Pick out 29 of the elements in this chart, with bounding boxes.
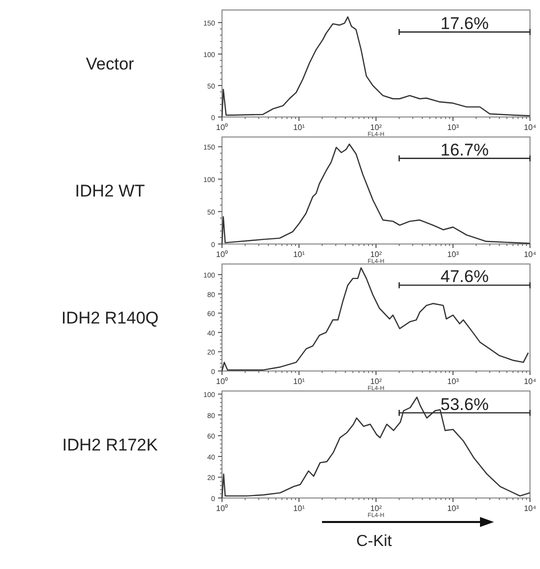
x-tick-label: 10⁴ (524, 250, 537, 259)
annotation: 17.6% (440, 14, 489, 34)
x-tick-label: 10³ (447, 250, 460, 259)
x-tick-label: 10³ (447, 504, 460, 513)
x-tick-label: 10² (370, 504, 382, 513)
x-tick-label: 10⁰ (216, 123, 228, 132)
text: IDH2 R172K (62, 436, 158, 454)
x-tick-label: 10¹ (293, 123, 306, 132)
text: IDH2 R140Q (61, 308, 159, 328)
x-tick-label: 10² (370, 377, 382, 386)
annotation: 47.6% (440, 267, 489, 286)
annotation: 53.6% (440, 394, 489, 414)
x-tick-label: 10⁴ (524, 123, 537, 132)
text: IDH2 WT (75, 182, 145, 200)
x-tick-label: 10¹ (293, 377, 306, 386)
x-tick-label: 10² (370, 123, 382, 132)
x-tick-label: 10¹ (293, 504, 306, 513)
x-tick-label: 10⁰ (216, 377, 228, 386)
x-tick-label: 10³ (447, 377, 460, 386)
x-tick-label: 10⁰ (216, 250, 228, 259)
x-tick-label: 10³ (447, 123, 460, 132)
x-tick-label: 10⁴ (524, 377, 537, 386)
x-tick-label: 10⁴ (524, 504, 537, 513)
x-tick-label: 10¹ (293, 250, 306, 259)
x-tick-label: 10² (370, 250, 382, 259)
annotation: 16.7% (440, 140, 489, 160)
x-tick-label: 10⁰ (216, 504, 228, 513)
text: Vector (86, 54, 134, 74)
text: C-Kit (356, 533, 392, 550)
